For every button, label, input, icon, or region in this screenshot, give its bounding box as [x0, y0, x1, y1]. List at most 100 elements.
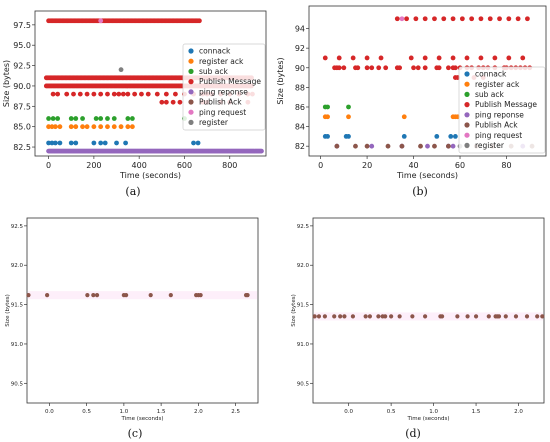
panel-c: 0.0 0.5 1.0 1.5 2.0 2.5 90.5 91.0 91.5 92.0 92.5 Ti…	[5, 217, 259, 440]
x-tick-label: 1.0	[429, 409, 438, 415]
series-ping-request	[399, 16, 405, 22]
data-point	[452, 65, 458, 71]
data-point	[322, 314, 327, 319]
x-axis-label: Time (seconds)	[121, 416, 164, 422]
legend-label: ping reponse	[199, 87, 248, 96]
y-tick-label: 90	[295, 64, 305, 73]
data-point	[102, 140, 108, 146]
data-point	[401, 133, 407, 139]
series-connack	[46, 140, 201, 146]
y-tick-label: 85.0	[13, 123, 31, 132]
data-point	[46, 116, 51, 121]
data-point	[515, 16, 521, 22]
x-tick-label: 800	[222, 161, 237, 170]
data-point	[364, 143, 370, 149]
x-tick-label: 0	[318, 161, 323, 170]
data-point	[378, 55, 384, 61]
data-point	[98, 140, 104, 146]
legend-label: register	[475, 141, 505, 150]
y-tick-label: 88	[295, 83, 305, 92]
data-point	[478, 16, 484, 22]
x-tick-label: 400	[132, 161, 147, 170]
data-point	[422, 55, 428, 61]
x-tick-label: 80	[501, 161, 511, 170]
data-point	[376, 314, 381, 319]
data-point	[394, 16, 400, 22]
y-tick-label: 92.5	[297, 224, 310, 230]
row-highlight	[314, 312, 543, 321]
y-tick-label: 95.0	[13, 41, 31, 50]
data-point	[439, 314, 445, 319]
y-tick-label: 90.5	[297, 381, 310, 387]
legend-box	[182, 43, 266, 131]
series-ping-request	[98, 18, 104, 24]
data-point	[465, 314, 470, 319]
data-point	[85, 293, 90, 298]
y-axis-label: Size (bytes)	[5, 294, 11, 326]
data-point	[448, 133, 454, 139]
legend-marker	[464, 142, 470, 148]
data-point	[434, 133, 440, 139]
data-point	[436, 55, 442, 61]
series-publish-ack	[312, 314, 545, 319]
data-point	[91, 124, 97, 130]
legend-marker	[188, 58, 194, 64]
data-point	[432, 16, 437, 22]
legend-marker	[188, 99, 194, 105]
data-point	[496, 314, 502, 319]
data-point	[364, 55, 370, 61]
data-point	[401, 114, 407, 120]
data-point	[423, 314, 428, 319]
panel-b: 0 20 40 60 80 82 84 86 88 90 92 94 Time (seconds) Siz…	[276, 5, 547, 198]
plot-frame	[26, 217, 259, 404]
data-point	[45, 293, 50, 298]
data-point	[478, 55, 484, 61]
data-point	[125, 116, 131, 121]
data-point	[163, 91, 169, 97]
data-point	[148, 293, 153, 298]
data-point	[173, 91, 178, 97]
legend-marker	[464, 132, 470, 138]
data-point	[540, 314, 545, 319]
legend-marker	[464, 112, 470, 118]
data-point	[446, 65, 451, 71]
y-tick-label: 92	[295, 44, 305, 53]
legend-label: register ack	[199, 57, 244, 66]
data-point	[132, 91, 138, 97]
data-point	[383, 65, 389, 71]
legend-marker	[188, 89, 194, 95]
data-point	[364, 65, 370, 71]
y-axis-label: Size (bytes)	[276, 57, 285, 104]
plot-frame	[34, 10, 267, 157]
data-point	[367, 314, 373, 319]
data-point	[422, 65, 428, 71]
legend-label: Publish Ack	[199, 98, 242, 107]
legend-marker	[464, 122, 470, 128]
data-point	[105, 91, 110, 97]
series-register	[118, 67, 124, 73]
legend-label: ping request	[475, 131, 522, 140]
data-point	[418, 143, 423, 149]
plot-frame	[308, 5, 547, 157]
data-point	[506, 16, 512, 22]
x-tick-label: 1.5	[472, 409, 481, 415]
x-tick-label: 20	[362, 161, 372, 170]
data-point	[118, 67, 124, 73]
y-tick-label: 91.0	[11, 342, 24, 348]
data-point	[125, 124, 131, 130]
legend-label: Publish Message	[199, 77, 261, 86]
data-point	[64, 91, 70, 97]
x-axis-label: Time (seconds)	[407, 416, 450, 422]
y-tick-label: 94	[295, 25, 305, 34]
data-point	[346, 114, 351, 120]
data-point	[98, 91, 104, 97]
data-point	[413, 16, 419, 22]
legend-marker	[188, 109, 194, 115]
legend-marker	[188, 68, 194, 74]
y-tick-label: 91.5	[297, 303, 310, 309]
data-point	[422, 16, 428, 22]
data-point	[139, 91, 144, 97]
data-point	[57, 124, 63, 130]
data-point	[73, 140, 79, 146]
data-point	[385, 143, 391, 149]
